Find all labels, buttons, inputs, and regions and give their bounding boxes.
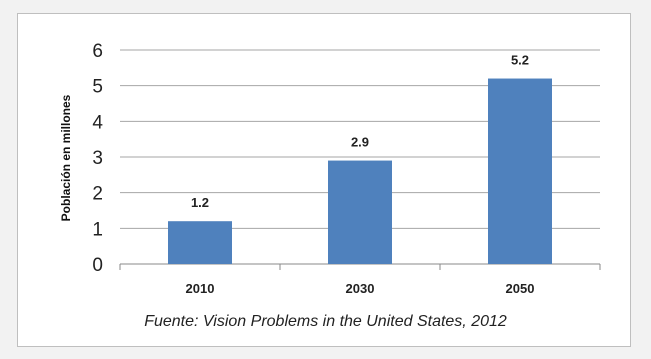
data-label-2030: 2.9 bbox=[351, 135, 369, 150]
x-tick-label-2030: 2030 bbox=[346, 281, 375, 296]
y-axis-title: Población en millones bbox=[59, 94, 73, 221]
y-tick-label: 0 bbox=[92, 255, 103, 276]
bar-2050 bbox=[488, 78, 552, 265]
y-tick-label: 1 bbox=[92, 219, 103, 240]
y-tick-labels: 0 1 2 3 4 5 6 bbox=[92, 41, 103, 276]
source-caption: Fuente: Vision Problems in the United St… bbox=[144, 313, 507, 330]
bars bbox=[168, 78, 552, 265]
y-tick-label: 2 bbox=[92, 184, 103, 205]
x-tick-labels: 2010 2030 2050 bbox=[186, 281, 535, 296]
data-label-2050: 5.2 bbox=[511, 53, 529, 68]
y-tick-label: 4 bbox=[92, 112, 103, 133]
x-tick-label-2010: 2010 bbox=[186, 281, 215, 296]
x-tick-label-2050: 2050 bbox=[506, 281, 535, 296]
y-tick-label: 5 bbox=[92, 77, 103, 98]
y-tick-label: 3 bbox=[92, 148, 103, 169]
bar-2030 bbox=[328, 160, 392, 264]
data-label-2010: 1.2 bbox=[191, 195, 209, 210]
data-labels: 1.2 2.9 5.2 bbox=[191, 53, 529, 211]
y-tick-label: 6 bbox=[92, 41, 103, 62]
bar-2010 bbox=[168, 221, 232, 264]
